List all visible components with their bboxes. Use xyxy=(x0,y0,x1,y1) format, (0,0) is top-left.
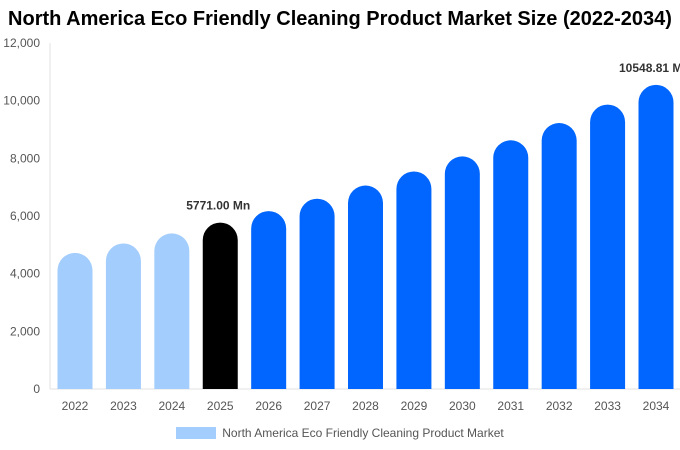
y-tick-label: 10,000 xyxy=(3,94,40,108)
bar-2022 xyxy=(57,252,93,389)
bar-2026 xyxy=(251,211,287,389)
bar-2029 xyxy=(396,171,432,389)
x-tick-label: 2029 xyxy=(401,399,428,413)
chart-title: North America Eco Friendly Cleaning Prod… xyxy=(8,8,672,30)
legend[interactable]: North America Eco Friendly Cleaning Prod… xyxy=(0,426,680,440)
bar-2030 xyxy=(444,156,480,389)
legend-label: North America Eco Friendly Cleaning Prod… xyxy=(222,426,504,440)
x-tick-label: 2033 xyxy=(594,399,621,413)
bar-2024 xyxy=(154,233,190,389)
bar-2027 xyxy=(299,198,335,389)
x-tick-label: 2028 xyxy=(352,399,379,413)
x-tick-label: 2027 xyxy=(304,399,331,413)
x-tick-label: 2032 xyxy=(546,399,573,413)
y-tick-label: 8,000 xyxy=(10,151,40,165)
x-tick-label: 2034 xyxy=(643,399,670,413)
bar-2033 xyxy=(590,104,626,389)
x-tick-label: 2023 xyxy=(110,399,137,413)
x-tick-label: 2031 xyxy=(497,399,524,413)
x-tick-label: 2024 xyxy=(158,399,185,413)
data-label-2025: 5771.00 Mn xyxy=(186,199,250,213)
y-tick-label: 0 xyxy=(33,382,40,396)
x-tick-label: 2026 xyxy=(255,399,282,413)
bar-2032 xyxy=(541,123,577,390)
y-tick-label: 2,000 xyxy=(10,324,40,338)
bar-2031 xyxy=(493,140,529,389)
legend-swatch xyxy=(176,427,217,439)
y-tick-label: 6,000 xyxy=(10,209,40,223)
bar-2023 xyxy=(105,243,141,389)
x-tick-label: 2025 xyxy=(207,399,234,413)
bar-2025 xyxy=(202,222,238,389)
y-tick-label: 4,000 xyxy=(10,267,40,281)
data-label-2034: 10548.81 Mn xyxy=(619,61,680,75)
bar-2028 xyxy=(348,185,383,389)
x-tick-label: 2022 xyxy=(62,399,89,413)
bar-2034 xyxy=(638,84,674,389)
y-tick-label: 12,000 xyxy=(3,36,40,50)
x-tick-label: 2030 xyxy=(449,399,476,413)
